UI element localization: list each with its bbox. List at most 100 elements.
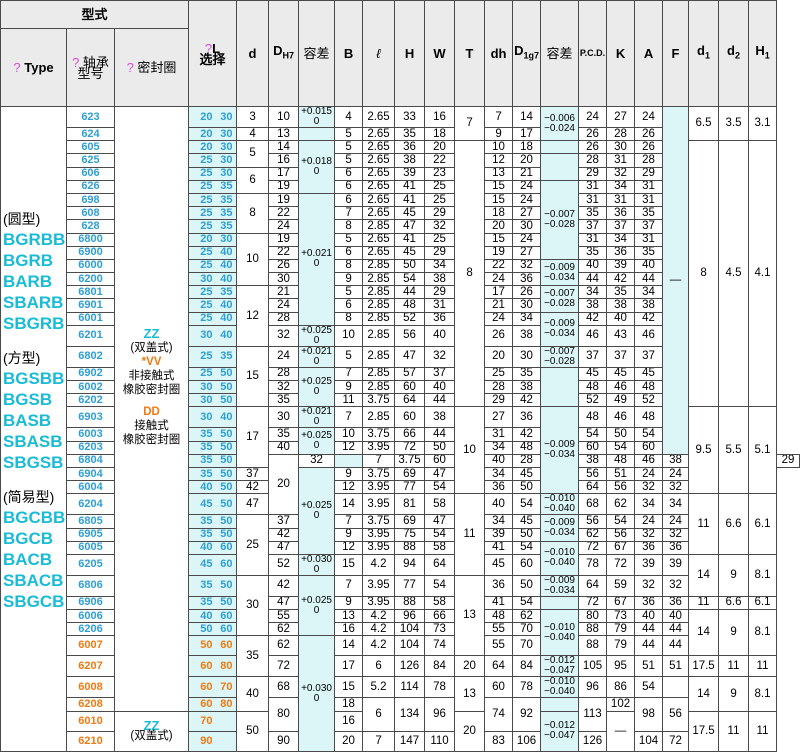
l-option[interactable]: 35 (220, 219, 233, 232)
bearing-model-header[interactable]: ? 轴承 型号 (66, 28, 115, 107)
l-select-cell[interactable]: 25 30 (188, 153, 238, 168)
l-select-cell[interactable]: 35 50 (188, 427, 238, 442)
l-select-cell[interactable]: 25 35 (188, 179, 238, 194)
l-select-cell[interactable]: 25 35 (188, 345, 238, 368)
l-option[interactable]: 25 (200, 219, 213, 232)
bearing-model-cell[interactable]: 6201 (66, 324, 115, 347)
l-option[interactable]: 30 (200, 272, 213, 285)
l-option[interactable]: 30 (200, 393, 213, 406)
l-option[interactable]: 35 (200, 441, 213, 454)
l-option[interactable]: 40 (200, 541, 213, 554)
l-select-cell[interactable]: 20 30 (188, 232, 238, 247)
l-option[interactable]: 50 (220, 596, 233, 609)
bearing-model-cell[interactable]: 6902 (66, 366, 115, 382)
l-select-cell[interactable]: 50 60 (188, 635, 238, 657)
bearing-model-cell[interactable]: 6008 (66, 676, 115, 699)
l-option[interactable]: 35 (200, 579, 213, 592)
l-option[interactable]: 40 (200, 609, 213, 622)
l-select-cell[interactable]: 60 70 (188, 676, 238, 699)
l-select-cell[interactable]: 30 50 (188, 379, 238, 395)
l-option[interactable]: 35 (220, 193, 233, 206)
l-option[interactable]: 20 (200, 127, 213, 140)
help-icon[interactable]: ? (126, 60, 134, 75)
l-option[interactable]: 25 (200, 299, 213, 312)
help-icon[interactable]: ? (13, 60, 21, 75)
l-option[interactable]: 60 (200, 659, 213, 672)
bearing-model-cell[interactable]: 6200 (66, 272, 115, 287)
help-icon[interactable]: ? (72, 54, 80, 70)
l-option[interactable]: 30 (220, 233, 233, 246)
l-option[interactable]: 30 (220, 140, 233, 153)
l-option[interactable]: 35 (200, 454, 213, 467)
l-option[interactable]: 50 (200, 639, 213, 652)
l-select-cell[interactable]: 35 50 (188, 595, 238, 611)
l-option[interactable]: 50 (220, 579, 233, 592)
bearing-model-cell[interactable]: 6800 (66, 232, 115, 247)
l-select-cell[interactable]: 25 40 (188, 298, 238, 313)
l-select-cell[interactable]: 25 40 (188, 311, 238, 326)
bearing-model-cell[interactable]: 6805 (66, 514, 115, 529)
l-option[interactable]: 50 (220, 393, 233, 406)
l-option[interactable]: 70 (200, 714, 213, 727)
bearing-model-cell[interactable]: 6000 (66, 258, 115, 274)
l-option[interactable]: 50 (220, 480, 233, 493)
l-option[interactable]: 50 (220, 380, 233, 393)
bearing-model-cell[interactable]: 6906 (66, 595, 115, 611)
l-select-cell[interactable]: 35 50 (188, 440, 238, 455)
l-option[interactable]: 25 (200, 246, 213, 259)
l-option[interactable]: 40 (220, 299, 233, 312)
l-option[interactable]: 90 (200, 734, 213, 747)
bearing-model-cell[interactable]: 6001 (66, 311, 115, 326)
bearing-model-cell[interactable]: 6802 (66, 345, 115, 368)
l-option[interactable]: 40 (220, 259, 233, 272)
l-select-cell[interactable]: 30 40 (188, 406, 238, 429)
l-option[interactable]: 20 (200, 233, 213, 246)
l-option[interactable]: 30 (220, 110, 233, 123)
l-option[interactable]: 30 (220, 127, 233, 140)
l-option[interactable]: 70 (220, 680, 233, 693)
bearing-model-cell[interactable]: 628 (66, 219, 115, 234)
l-select-cell[interactable]: 30 40 (188, 324, 238, 347)
l-option[interactable]: 50 (220, 441, 233, 454)
l-select-header[interactable]: ?L 选择 (188, 0, 238, 107)
l-select-cell[interactable]: 60 80 (188, 697, 238, 712)
l-option[interactable]: 35 (200, 514, 213, 527)
bearing-model-cell[interactable]: 6904 (66, 466, 115, 482)
l-option[interactable]: 20 (200, 140, 213, 153)
l-select-cell[interactable]: 35 50 (188, 514, 238, 529)
seal-header[interactable]: ? 密封圈 (113, 28, 190, 107)
l-option[interactable]: 60 (220, 609, 233, 622)
l-option[interactable]: 35 (220, 350, 233, 363)
l-option[interactable]: 60 (200, 698, 213, 711)
bearing-model-cell[interactable]: 6905 (66, 527, 115, 542)
bearing-model-cell[interactable]: 6203 (66, 440, 115, 455)
l-option[interactable]: 60 (220, 558, 233, 571)
l-select-cell[interactable]: 60 80 (188, 655, 238, 678)
l-option[interactable]: 50 (220, 454, 233, 467)
l-option[interactable]: 35 (200, 467, 213, 480)
bearing-model-cell[interactable]: 6007 (66, 635, 115, 657)
bearing-model-cell[interactable]: 6005 (66, 540, 115, 555)
l-option[interactable]: 30 (200, 380, 213, 393)
l-option[interactable]: 45 (200, 558, 213, 571)
l-select-cell[interactable]: 20 30 (188, 140, 238, 155)
l-option[interactable]: 60 (220, 639, 233, 652)
l-select-cell[interactable]: 35 50 (188, 466, 238, 482)
l-option[interactable]: 40 (220, 312, 233, 325)
l-select-cell[interactable]: 70 (188, 710, 238, 732)
bearing-model-cell[interactable]: 6210 (66, 730, 115, 752)
bearing-model-cell[interactable]: 6004 (66, 480, 115, 495)
bearing-model-cell[interactable]: 6900 (66, 245, 115, 260)
l-option[interactable]: 40 (220, 410, 233, 423)
type-header[interactable]: ? Type (0, 28, 67, 107)
bearing-model-cell[interactable]: 6002 (66, 379, 115, 395)
l-option[interactable]: 60 (200, 680, 213, 693)
l-option[interactable]: 25 (200, 367, 213, 380)
l-option[interactable]: 50 (220, 497, 233, 510)
bearing-model-cell[interactable]: 605 (66, 140, 115, 155)
l-option[interactable]: 40 (220, 272, 233, 285)
bearing-model-cell[interactable]: 6006 (66, 609, 115, 624)
l-option[interactable]: 20 (200, 110, 213, 123)
l-option[interactable]: 35 (220, 206, 233, 219)
l-option[interactable]: 45 (200, 497, 213, 510)
